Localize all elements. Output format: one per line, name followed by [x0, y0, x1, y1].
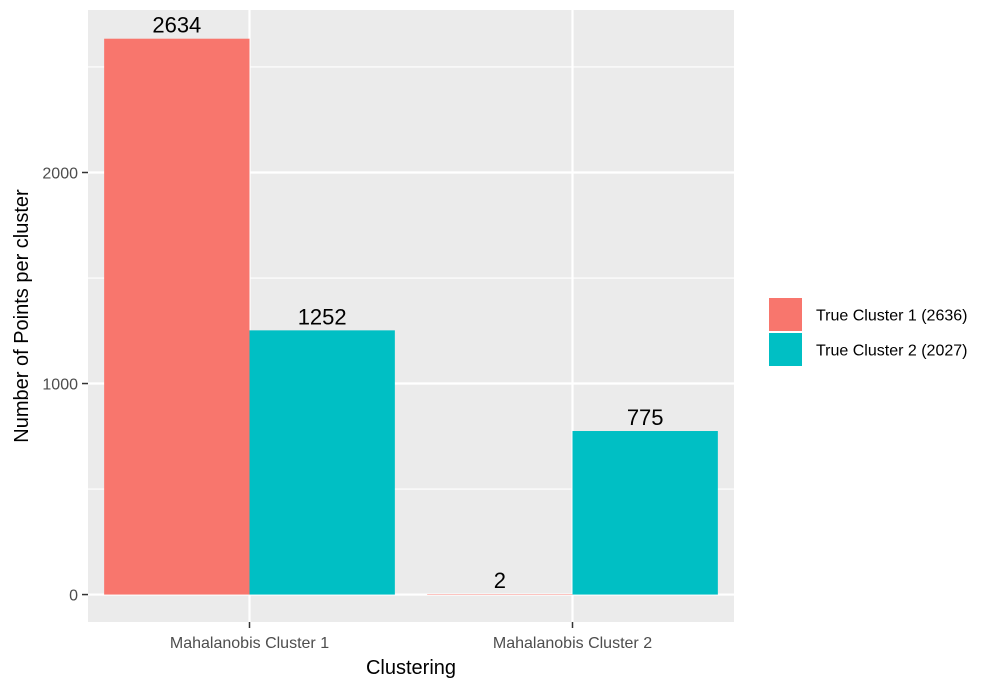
- bar-data-label: 1252: [298, 304, 347, 329]
- bar: [249, 330, 395, 595]
- bar: [572, 431, 718, 595]
- legend-label: True Cluster 2 (2027): [816, 343, 967, 360]
- y-axis: 0 1000 2000: [42, 165, 88, 605]
- x-tick-label: Mahalanobis Cluster 1: [170, 635, 329, 652]
- legend-label: True Cluster 1 (2636): [816, 308, 967, 325]
- bar-data-label: 2: [494, 568, 506, 593]
- bars-group: [104, 38, 718, 595]
- y-tick-label: 1000: [42, 377, 78, 394]
- legend: True Cluster 1 (2636) True Cluster 2 (202…: [769, 298, 967, 366]
- x-tick-label: Mahalanobis Cluster 2: [493, 635, 652, 652]
- x-axis: Mahalanobis Cluster 1 Mahalanobis Cluster…: [170, 622, 652, 652]
- bar: [104, 38, 250, 595]
- bar-data-label: 2634: [152, 13, 201, 38]
- legend-key: [769, 333, 802, 366]
- x-axis-title: Clustering: [366, 657, 456, 679]
- y-tick-label: 2000: [42, 165, 78, 182]
- legend-key: [769, 298, 802, 331]
- bar-data-label: 775: [627, 405, 664, 430]
- y-axis-title: Number of Points per cluster: [11, 189, 33, 443]
- bar-labels-group: 2634 2 1252 775: [152, 13, 663, 593]
- y-tick-label: 0: [69, 588, 78, 605]
